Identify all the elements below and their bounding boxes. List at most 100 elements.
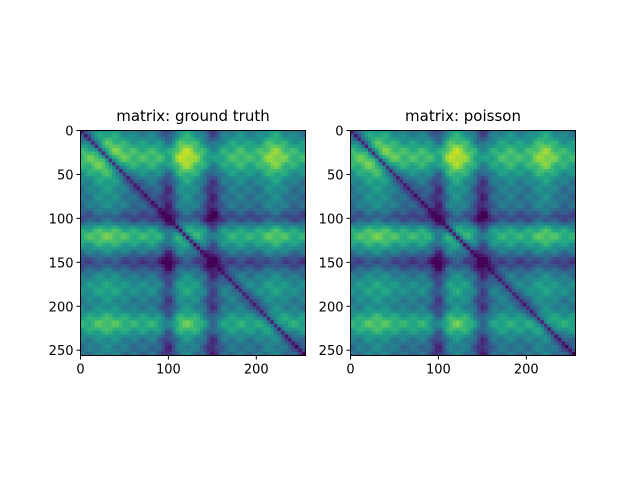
heatmap-cell bbox=[543, 148, 548, 152]
heatmap-cell bbox=[217, 313, 222, 318]
heatmap-cell bbox=[182, 162, 187, 167]
heatmap-cell bbox=[301, 330, 306, 335]
heatmap-cell bbox=[154, 316, 159, 321]
heatmap-cell bbox=[533, 162, 538, 167]
heatmap-cell bbox=[259, 337, 264, 342]
heatmap-cell bbox=[122, 341, 127, 346]
heatmap-cell bbox=[157, 151, 162, 156]
heatmap-cell bbox=[249, 309, 254, 314]
heatmap-cell bbox=[298, 193, 303, 198]
heatmap-cell bbox=[371, 151, 376, 156]
heatmap-cell bbox=[98, 313, 102, 318]
heatmap-cell bbox=[207, 144, 211, 149]
heatmap-cell bbox=[543, 151, 548, 156]
heatmap-cell bbox=[568, 141, 573, 145]
heatmap-cell bbox=[182, 253, 187, 258]
heatmap-cell bbox=[452, 169, 457, 174]
heatmap-cell bbox=[119, 176, 124, 181]
heatmap-cell bbox=[133, 274, 138, 279]
heatmap-cell bbox=[238, 302, 243, 307]
heatmap-cell bbox=[231, 323, 236, 328]
heatmap-cell bbox=[91, 274, 95, 279]
heatmap-cell bbox=[80, 193, 85, 198]
heatmap-cell bbox=[115, 250, 120, 254]
heatmap-cell bbox=[252, 323, 257, 328]
heatmap-cell bbox=[291, 207, 296, 212]
heatmap-cell bbox=[193, 260, 197, 265]
heatmap-cell bbox=[154, 193, 159, 198]
heatmap-cell bbox=[277, 151, 282, 156]
heatmap-cell bbox=[301, 250, 306, 254]
heatmap-cell bbox=[214, 260, 219, 265]
heatmap-cell bbox=[445, 144, 450, 149]
heatmap-cell bbox=[168, 313, 173, 318]
heatmap-cell bbox=[536, 151, 541, 156]
heatmap-cell bbox=[221, 169, 226, 174]
heatmap-cell bbox=[196, 292, 201, 297]
heatmap-cell bbox=[126, 158, 131, 163]
heatmap-cell bbox=[413, 148, 418, 152]
heatmap-cell bbox=[217, 221, 222, 226]
heatmap-cell bbox=[112, 348, 117, 353]
heatmap-cell bbox=[217, 211, 222, 216]
heatmap-cell bbox=[252, 309, 257, 314]
heatmap-cell bbox=[357, 172, 362, 177]
heatmap-cell bbox=[249, 323, 254, 328]
heatmap-cell bbox=[301, 200, 306, 205]
heatmap-cell bbox=[189, 176, 194, 181]
heatmap-cell bbox=[87, 267, 92, 272]
heatmap-cell bbox=[263, 204, 268, 209]
heatmap-cell bbox=[224, 246, 229, 251]
heatmap-cell bbox=[164, 225, 169, 230]
heatmap-cell bbox=[231, 257, 236, 261]
heatmap-cell bbox=[284, 239, 289, 244]
heatmap-cell bbox=[189, 186, 194, 191]
heatmap-cell bbox=[133, 337, 138, 342]
heatmap-cell bbox=[252, 190, 257, 195]
heatmap-cell bbox=[122, 295, 127, 300]
heatmap-cell bbox=[526, 134, 531, 138]
heatmap-cell bbox=[182, 155, 187, 160]
heatmap-cell bbox=[291, 334, 296, 339]
heatmap-cell bbox=[561, 148, 566, 152]
heatmap-cell bbox=[161, 246, 166, 251]
heatmap-cell bbox=[210, 172, 215, 177]
heatmap-cell bbox=[452, 137, 457, 142]
heatmap-cell bbox=[399, 144, 404, 149]
heatmap-cell bbox=[129, 257, 134, 261]
heatmap-cell bbox=[168, 130, 173, 135]
heatmap-cell bbox=[459, 155, 464, 160]
heatmap-cell bbox=[231, 292, 236, 297]
heatmap-cell bbox=[200, 253, 204, 258]
heatmap-cell bbox=[522, 148, 527, 152]
heatmap-cell bbox=[494, 155, 499, 160]
heatmap-cell bbox=[238, 200, 243, 205]
heatmap-cell bbox=[115, 176, 120, 181]
heatmap-cell bbox=[242, 306, 247, 311]
heatmap-cell bbox=[105, 302, 110, 307]
heatmap-cell bbox=[273, 169, 278, 174]
heatmap-cell bbox=[452, 134, 457, 138]
heatmap-cell bbox=[406, 148, 411, 152]
heatmap-cell bbox=[91, 197, 95, 202]
heatmap-cell bbox=[178, 225, 183, 230]
heatmap-cell bbox=[284, 214, 289, 219]
heatmap-cell bbox=[392, 137, 397, 142]
heatmap-cell bbox=[129, 200, 134, 205]
heatmap-cell bbox=[157, 235, 162, 240]
heatmap-cell bbox=[126, 169, 131, 174]
heatmap-cell bbox=[84, 351, 88, 356]
heatmap-cell bbox=[147, 172, 152, 177]
heatmap-cell bbox=[287, 253, 292, 258]
heatmap-cell bbox=[112, 239, 117, 244]
heatmap-cell bbox=[185, 148, 190, 152]
heatmap-cell bbox=[540, 165, 545, 170]
heatmap-cell bbox=[168, 334, 173, 339]
heatmap-cell bbox=[224, 214, 229, 219]
heatmap-cell bbox=[154, 330, 159, 335]
heatmap-cell bbox=[171, 243, 176, 247]
heatmap-cell bbox=[273, 141, 278, 145]
heatmap-cell bbox=[431, 137, 436, 142]
heatmap-cell bbox=[164, 169, 169, 174]
